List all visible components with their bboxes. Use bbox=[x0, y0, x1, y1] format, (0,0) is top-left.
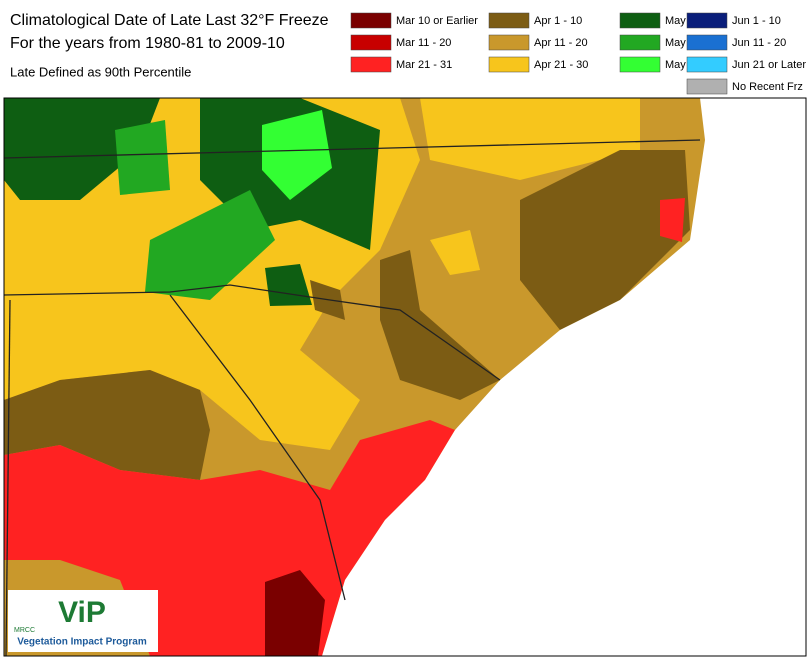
subtitle: Late Defined as 90th Percentile bbox=[10, 64, 191, 79]
region bbox=[4, 420, 455, 656]
legend-label: Apr 1 - 10 bbox=[534, 15, 582, 27]
logo-mark: ViP bbox=[58, 596, 106, 629]
map bbox=[3, 97, 807, 657]
legend-swatch bbox=[686, 34, 728, 51]
logo-name: Vegetation Impact Program bbox=[17, 637, 147, 648]
legend-label: No Recent Frz bbox=[732, 81, 803, 93]
state-border bbox=[3, 284, 501, 381]
legend-swatch bbox=[686, 56, 728, 73]
region bbox=[115, 120, 170, 195]
region bbox=[520, 150, 690, 330]
legend-swatch bbox=[686, 12, 728, 29]
region bbox=[420, 98, 640, 180]
legend-swatch bbox=[488, 34, 530, 51]
region bbox=[380, 250, 500, 400]
legend: Mar 10 or Earlier Mar 11 - 20 Mar 21 - 31 A… bbox=[350, 12, 806, 95]
region bbox=[430, 230, 480, 275]
state-border bbox=[5, 299, 11, 657]
legend-swatch bbox=[488, 56, 530, 73]
legend-label: Apr 21 - 30 bbox=[534, 59, 588, 71]
region bbox=[265, 570, 325, 656]
legend-swatch bbox=[619, 12, 661, 29]
legend-label: Mar 10 or Earlier bbox=[396, 15, 478, 27]
state-border bbox=[169, 294, 346, 601]
state-border bbox=[3, 139, 701, 159]
region bbox=[4, 370, 210, 480]
legend-swatch bbox=[619, 34, 661, 51]
legend-label: Apr 11 - 20 bbox=[534, 37, 588, 49]
logo: ViP MRCC Vegetation Impact Program bbox=[8, 590, 158, 652]
legend-label: Mar 11 - 20 bbox=[396, 37, 451, 49]
legend-swatch bbox=[619, 56, 661, 73]
map-frame bbox=[3, 97, 807, 657]
legend-label: Jun 1 - 10 bbox=[732, 15, 781, 27]
legend-swatch bbox=[350, 12, 392, 29]
legend-swatch bbox=[686, 78, 728, 95]
legend-swatch bbox=[350, 56, 392, 73]
legend-label: Jun 11 - 20 bbox=[732, 37, 786, 49]
title-line: Climatological Date of Late Last 32°F Fr… bbox=[10, 12, 329, 29]
logo-box bbox=[8, 590, 158, 652]
legend-label: Mar 21 - 31 bbox=[396, 59, 452, 71]
legend-swatch bbox=[488, 12, 530, 29]
region bbox=[145, 190, 275, 300]
legend-label: Jun 21 or Later bbox=[732, 59, 806, 71]
region bbox=[262, 110, 332, 200]
logo-org: MRCC bbox=[14, 627, 35, 634]
region bbox=[4, 98, 160, 200]
title-line: For the years from 1980-81 to 2009-10 bbox=[10, 35, 285, 52]
region bbox=[660, 198, 685, 242]
legend-swatch bbox=[350, 34, 392, 51]
ocean bbox=[322, 98, 806, 656]
